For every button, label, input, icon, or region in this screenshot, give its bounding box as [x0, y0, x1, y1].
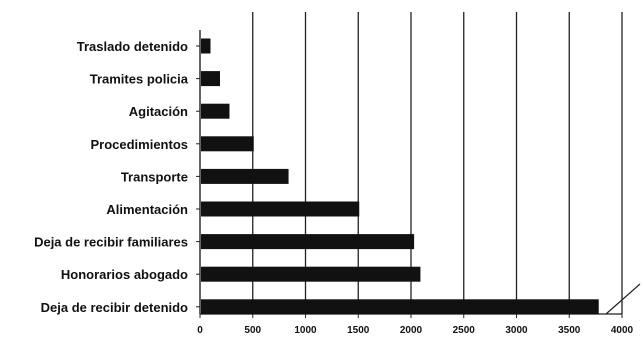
- bar-0: [201, 38, 211, 54]
- frame-edge: [605, 283, 641, 315]
- x-tick-label: 3000: [505, 325, 528, 336]
- category-label: Traslado detenido: [77, 39, 188, 54]
- x-tick-label: 3500: [558, 325, 581, 336]
- category-label: Alimentación: [106, 202, 188, 217]
- x-tick-label: 1000: [294, 325, 317, 336]
- bars: [201, 38, 599, 315]
- x-tick-label: 2500: [453, 325, 476, 336]
- bar-4: [201, 168, 289, 184]
- bar-8: [201, 299, 599, 315]
- gridlines: [252, 12, 623, 314]
- tick-labels: 0 500 1000 1500 2000 2500 3000 3500 4000: [197, 325, 633, 336]
- bar-7: [201, 266, 421, 282]
- category-label: Tramites policia: [90, 72, 189, 87]
- bar-6: [201, 234, 415, 250]
- x-tick-label: 500: [244, 325, 261, 336]
- bar-2: [201, 103, 230, 119]
- category-label: Procedimientos: [90, 137, 188, 152]
- x-tick-label: 1500: [347, 325, 370, 336]
- category-label: Deja de recibir familiares: [34, 235, 188, 250]
- category-label: Transporte: [121, 169, 188, 184]
- category-labels: Traslado detenido Tramites policia Agitaci…: [34, 39, 189, 315]
- x-tick-label: 4000: [611, 325, 634, 336]
- bar-3: [201, 136, 254, 152]
- category-label: Agitación: [129, 104, 188, 119]
- x-tick-label: 2000: [400, 325, 423, 336]
- bar-5: [201, 201, 360, 217]
- bar-1: [201, 71, 220, 87]
- x-tick-label: 0: [197, 325, 203, 336]
- category-label: Deja de recibir detenido: [41, 300, 188, 315]
- category-label: Honorarios abogado: [61, 267, 188, 282]
